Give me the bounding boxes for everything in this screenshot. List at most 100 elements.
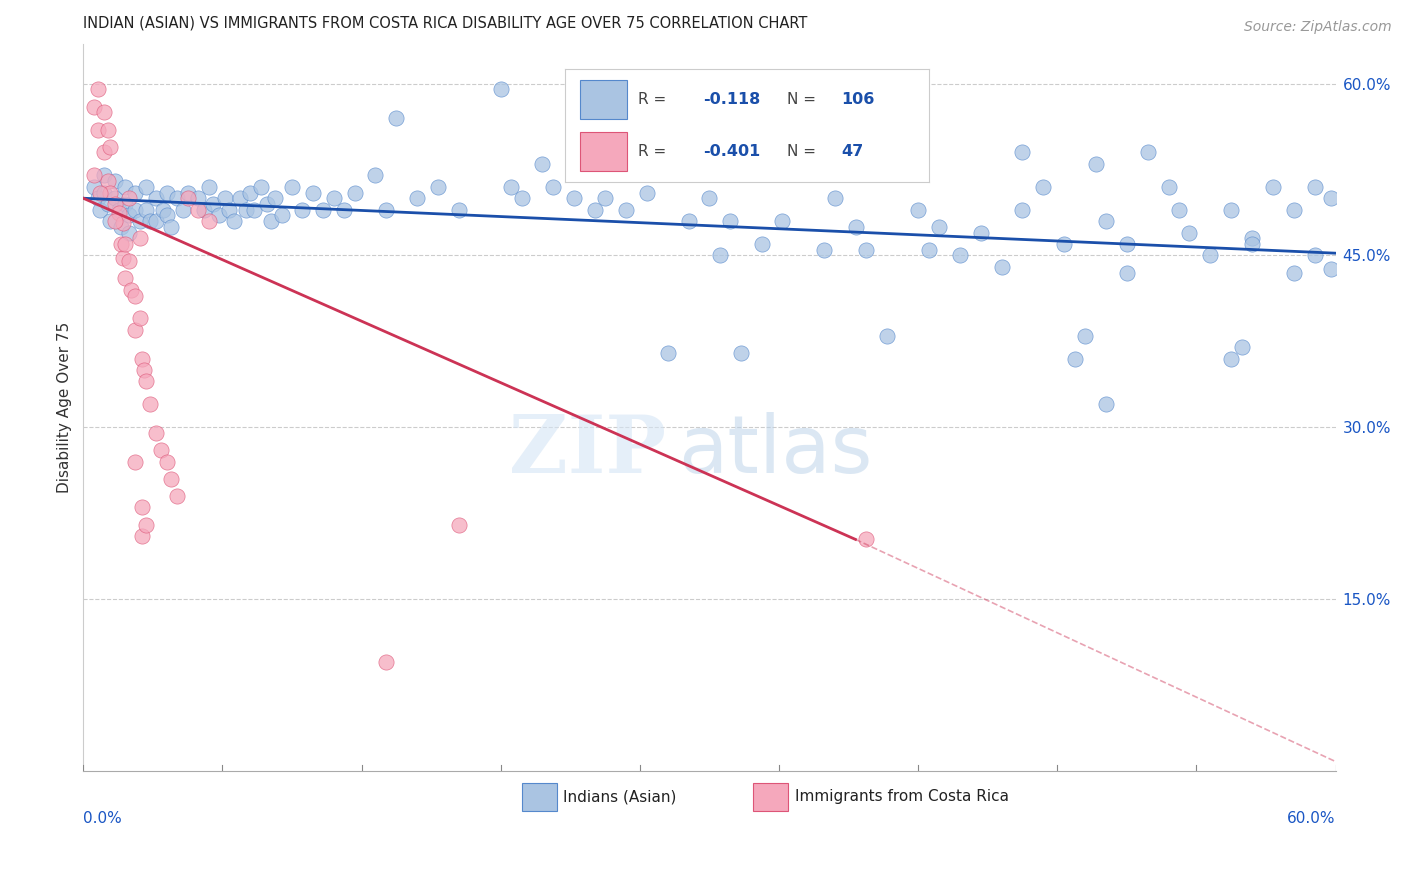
Point (124, 186, 146, 200)
Point (813, 243, 835, 257)
Point (302, 186, 325, 200)
Point (118, 254, 141, 268)
Point (104, 197, 127, 211)
Point (718, 214, 741, 228)
Text: INDIAN (ASIAN) VS IMMIGRANTS FROM COSTA RICA DISABILITY AGE OVER 75 CORRELATION : INDIAN (ASIAN) VS IMMIGRANTS FROM COSTA … (83, 15, 807, 30)
Point (489, 82, 512, 96)
Point (501, 179, 523, 194)
Point (83, 100, 105, 114)
Point (160, 219, 183, 234)
Point (128, 231, 150, 245)
Point (1199, 248, 1222, 262)
Point (100, 214, 122, 228)
Point (83, 179, 105, 194)
Point (1178, 226, 1201, 240)
Point (107, 202, 129, 217)
Point (541, 179, 564, 194)
Point (1053, 237, 1076, 252)
Point (1136, 145, 1159, 160)
Point (100, 139, 122, 153)
Point (152, 202, 174, 217)
Point (124, 323, 146, 337)
Point (1095, 397, 1118, 411)
Point (135, 517, 157, 532)
Text: Indians (Asian): Indians (Asian) (562, 789, 676, 805)
Point (1303, 248, 1326, 262)
Point (385, 111, 408, 125)
Point (406, 191, 429, 205)
Point (1261, 179, 1284, 194)
Point (139, 397, 162, 411)
Point (89, 202, 111, 217)
Point (844, 219, 866, 234)
Text: 60.0%: 60.0% (1286, 811, 1336, 826)
Point (118, 226, 141, 240)
Point (1063, 351, 1085, 366)
Point (1095, 214, 1118, 228)
Point (1220, 351, 1243, 366)
Point (1303, 179, 1326, 194)
Point (256, 197, 278, 211)
Point (93, 105, 115, 120)
Point (114, 237, 136, 252)
Point (343, 186, 366, 200)
Point (145, 214, 167, 228)
Point (1168, 202, 1191, 217)
Point (824, 191, 846, 205)
Point (281, 179, 304, 194)
Point (135, 375, 157, 389)
Point (1282, 266, 1305, 280)
Point (1320, 262, 1343, 277)
FancyBboxPatch shape (522, 783, 557, 811)
Point (135, 202, 157, 217)
Point (917, 243, 939, 257)
Point (1241, 237, 1264, 252)
Text: Immigrants from Costa Rica: Immigrants from Costa Rica (794, 789, 1008, 805)
Point (107, 206, 129, 220)
Point (312, 202, 335, 217)
Point (291, 202, 314, 217)
Point (772, 214, 794, 228)
Point (447, 517, 470, 532)
Point (208, 208, 231, 222)
Point (156, 186, 179, 200)
Point (1230, 340, 1253, 354)
Point (970, 226, 993, 240)
Point (1241, 231, 1264, 245)
Point (214, 191, 236, 205)
Point (322, 191, 344, 205)
Point (1115, 266, 1137, 280)
Point (364, 169, 387, 183)
Point (149, 443, 172, 458)
Point (118, 208, 141, 222)
Point (1011, 145, 1033, 160)
Point (1011, 202, 1033, 217)
Point (87, 191, 110, 205)
Point (229, 191, 252, 205)
Point (176, 191, 198, 205)
Point (678, 214, 700, 228)
Point (1282, 202, 1305, 217)
Point (201, 197, 224, 211)
Point (120, 283, 142, 297)
Point (427, 179, 450, 194)
Point (128, 214, 150, 228)
Point (89, 186, 111, 200)
Point (1220, 202, 1243, 217)
Point (83, 169, 105, 183)
Point (876, 328, 898, 343)
Point (562, 191, 585, 205)
Point (172, 202, 194, 217)
Point (855, 533, 877, 547)
Point (124, 454, 146, 468)
Point (111, 251, 134, 265)
Point (222, 214, 245, 228)
Text: ZIP: ZIP (509, 412, 665, 490)
Point (249, 179, 271, 194)
Point (131, 529, 153, 543)
Point (176, 186, 198, 200)
Point (124, 202, 146, 217)
Point (97, 197, 120, 211)
Point (187, 202, 209, 217)
Text: atlas: atlas (678, 412, 873, 490)
